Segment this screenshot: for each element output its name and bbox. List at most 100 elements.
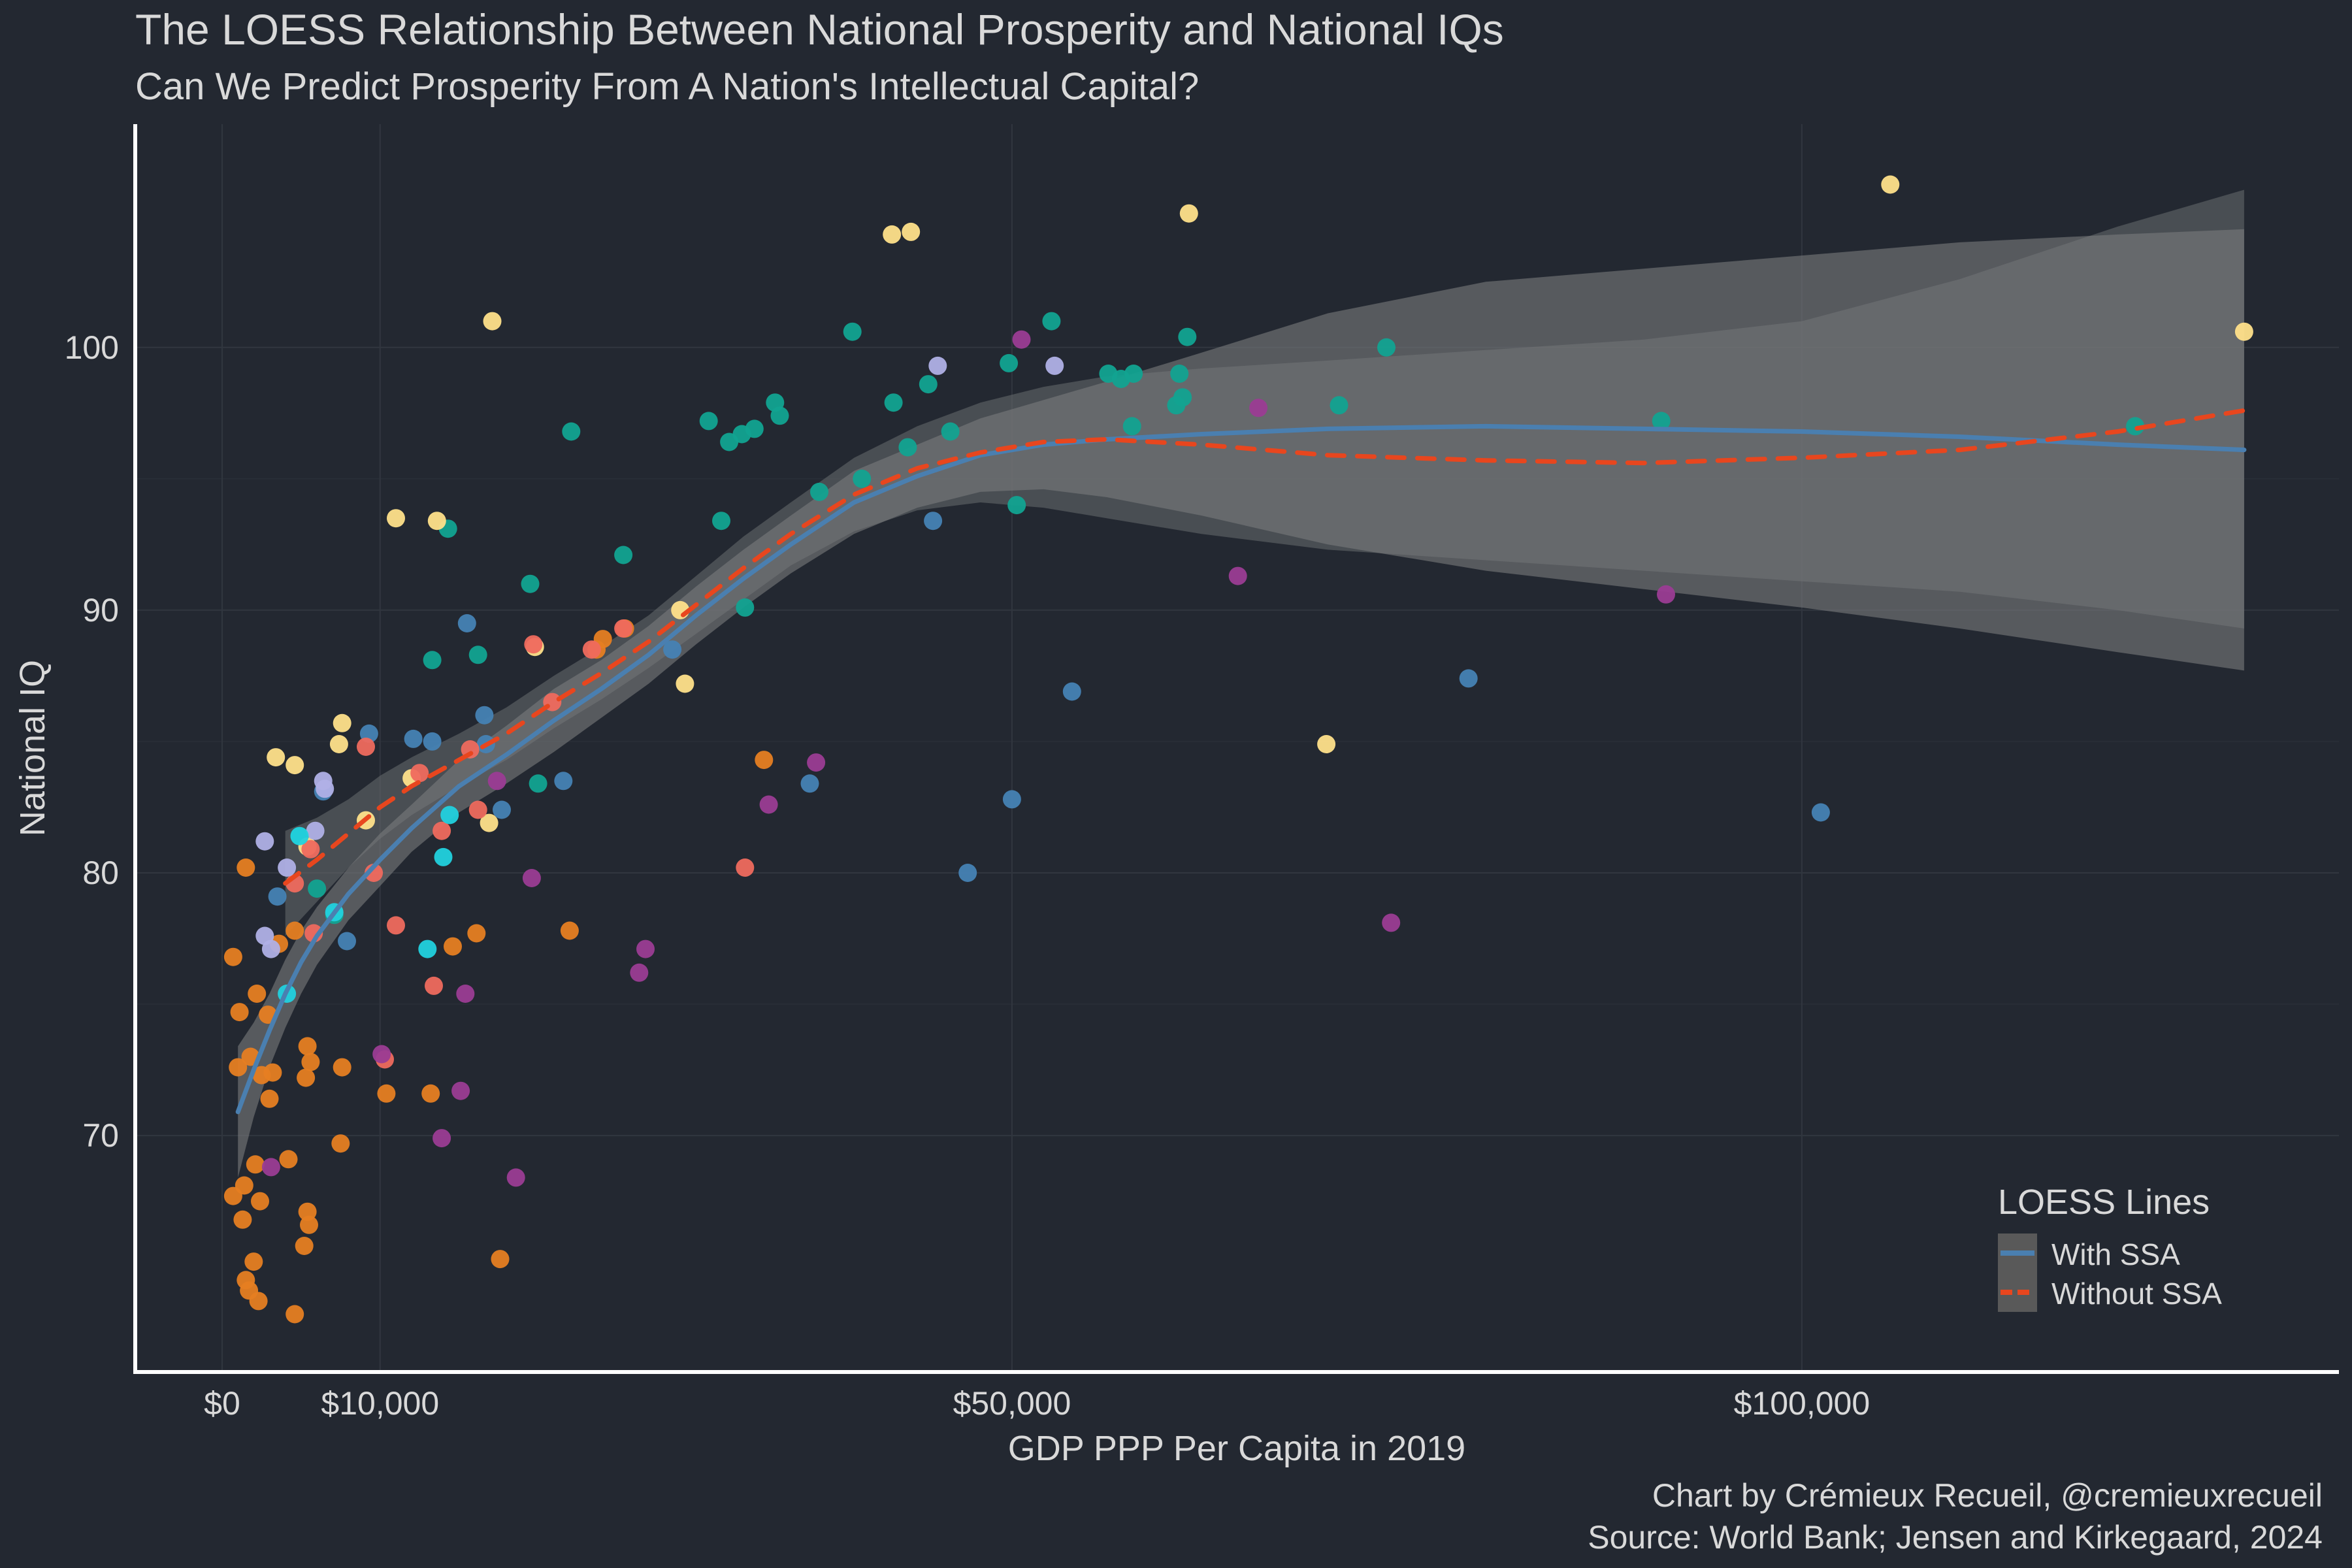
data-point-orange bbox=[248, 985, 267, 1003]
data-point-teal bbox=[423, 651, 442, 670]
data-point-orange bbox=[286, 921, 304, 940]
data-point-blue bbox=[475, 706, 494, 725]
data-point-red bbox=[468, 800, 487, 819]
data-point-orange bbox=[298, 1037, 317, 1056]
data-point-orange bbox=[333, 1058, 351, 1077]
data-point-yellow bbox=[427, 512, 446, 531]
data-point-red bbox=[387, 916, 405, 935]
loess-line-without-ssa bbox=[283, 408, 2247, 886]
legend-key-bg bbox=[1998, 1233, 2037, 1312]
data-point-orange bbox=[286, 1305, 304, 1324]
data-point-yellow bbox=[333, 713, 351, 732]
data-point-yellow bbox=[267, 748, 286, 767]
data-point-teal bbox=[1178, 327, 1197, 346]
data-point-orange bbox=[755, 751, 774, 770]
data-point-blue bbox=[1459, 669, 1478, 688]
data-point-cyan bbox=[440, 806, 459, 825]
data-point-lavender bbox=[1045, 356, 1064, 375]
y-tick-label: 100 bbox=[65, 329, 119, 366]
caption-line-1: Chart by Crémieux Recueil, @cremieuxrecu… bbox=[1652, 1477, 2323, 1514]
legend-with-ssa-label: With SSA bbox=[2051, 1237, 2180, 1271]
data-point-teal bbox=[919, 375, 938, 394]
data-point-teal bbox=[810, 482, 828, 501]
data-point-orange bbox=[235, 1176, 253, 1195]
data-point-blue bbox=[800, 774, 819, 793]
data-point-lavender bbox=[255, 832, 274, 851]
data-point-orange bbox=[251, 1192, 269, 1211]
data-point-orange bbox=[279, 1150, 298, 1169]
data-point-red bbox=[301, 840, 320, 858]
data-point-red bbox=[425, 976, 443, 995]
data-point-teal bbox=[843, 322, 862, 341]
data-point-purple bbox=[1012, 330, 1031, 349]
data-point-cyan bbox=[418, 939, 437, 958]
confidence-bands bbox=[238, 189, 2244, 1178]
data-point-blue bbox=[268, 887, 287, 906]
data-point-purple bbox=[1657, 585, 1675, 604]
data-point-teal bbox=[562, 422, 581, 441]
data-point-yellow bbox=[286, 756, 304, 775]
data-point-blue bbox=[1062, 682, 1081, 701]
data-point-orange bbox=[297, 1068, 316, 1087]
legend-title: LOESS Lines bbox=[1998, 1183, 2210, 1222]
data-point-teal bbox=[736, 598, 755, 617]
chart-subtitle: Can We Predict Prosperity From A Nation'… bbox=[135, 65, 1199, 108]
data-point-teal bbox=[712, 512, 730, 531]
data-point-cyan bbox=[434, 847, 453, 866]
y-axis-label: National IQ bbox=[13, 660, 52, 836]
data-point-yellow bbox=[883, 225, 902, 244]
data-point-orange bbox=[252, 1066, 271, 1085]
data-point-yellow bbox=[387, 509, 405, 528]
data-point-purple bbox=[451, 1081, 470, 1100]
x-tick-label: $100,000 bbox=[1734, 1385, 1870, 1422]
data-point-purple bbox=[636, 939, 655, 958]
data-point-lavender bbox=[928, 356, 947, 375]
data-point-orange bbox=[560, 921, 579, 940]
data-point-blue bbox=[423, 732, 442, 751]
loess-lines bbox=[235, 408, 2247, 1115]
scatter-points bbox=[223, 175, 2253, 1324]
data-point-red bbox=[614, 619, 633, 638]
data-point-purple bbox=[1382, 913, 1401, 932]
legend: LOESS Lines With SSA Without SSA bbox=[1998, 1183, 2222, 1312]
data-point-yellow bbox=[902, 222, 921, 241]
data-point-red bbox=[736, 858, 755, 877]
data-point-teal bbox=[1652, 412, 1671, 431]
data-point-yellow bbox=[676, 674, 694, 693]
data-point-teal bbox=[745, 419, 764, 438]
data-point-orange bbox=[295, 1237, 314, 1255]
data-point-orange bbox=[331, 1134, 350, 1153]
data-point-teal bbox=[1000, 353, 1019, 372]
data-point-blue bbox=[554, 772, 573, 791]
data-point-teal bbox=[521, 574, 540, 593]
data-point-teal bbox=[614, 546, 633, 564]
data-point-blue bbox=[958, 864, 977, 882]
data-point-orange bbox=[237, 858, 255, 877]
data-point-orange bbox=[377, 1084, 396, 1103]
data-point-orange bbox=[491, 1250, 510, 1269]
data-point-yellow bbox=[329, 735, 348, 753]
data-point-teal bbox=[770, 406, 789, 425]
data-point-lavender bbox=[306, 821, 325, 840]
data-point-orange bbox=[301, 1053, 320, 1071]
data-point-purple bbox=[522, 869, 541, 887]
data-point-orange bbox=[244, 1252, 263, 1271]
chart-title: The LOESS Relationship Between National … bbox=[135, 5, 1504, 54]
data-point-blue bbox=[338, 932, 356, 951]
data-point-yellow bbox=[1881, 175, 1900, 194]
data-point-red bbox=[524, 635, 543, 654]
data-point-teal bbox=[1377, 338, 1396, 357]
data-point-purple bbox=[1228, 566, 1247, 585]
data-point-yellow bbox=[2234, 322, 2253, 341]
data-point-purple bbox=[506, 1168, 525, 1187]
data-point-lavender bbox=[316, 779, 335, 798]
data-point-purple bbox=[261, 1158, 280, 1177]
data-point-orange bbox=[444, 937, 462, 956]
data-point-teal bbox=[1007, 496, 1026, 515]
y-tick-label: 90 bbox=[82, 592, 119, 629]
x-axis-label: GDP PPP Per Capita in 2019 bbox=[1008, 1429, 1465, 1468]
data-point-teal bbox=[898, 438, 917, 457]
data-point-orange bbox=[233, 1210, 252, 1229]
data-point-teal bbox=[853, 469, 872, 488]
